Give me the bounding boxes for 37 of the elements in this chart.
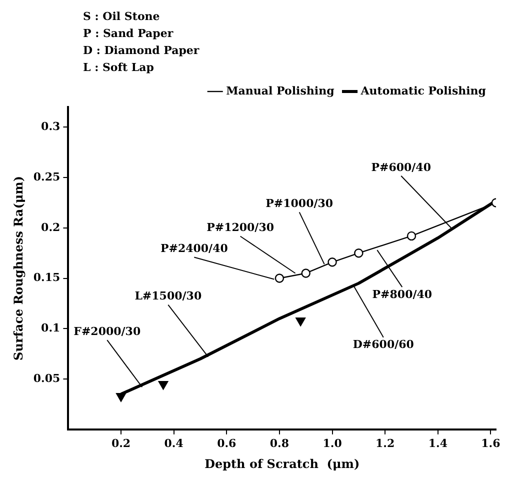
- y-tick-label: 0.1: [41, 322, 60, 335]
- point: [274, 274, 284, 283]
- x-tick-label: 1.4: [428, 436, 448, 450]
- x-tick-label: 1.0: [322, 436, 342, 450]
- y-tick-label: 0.3: [41, 120, 60, 134]
- x-tick-label: 0.4: [164, 436, 184, 450]
- text: D : Diamond Paper: [83, 43, 200, 59]
- y-tick-label: 0.05: [33, 372, 60, 385]
- point: [301, 268, 310, 278]
- annotation: P#1200/30: [206, 221, 274, 234]
- text: P : Sand Paper: [83, 26, 174, 42]
- text: S : Oil Stone: [83, 9, 161, 25]
- legend-label: Automatic Polishing: [360, 84, 486, 98]
- point: [158, 380, 168, 390]
- legend-label: Manual Polishing: [226, 84, 335, 98]
- annotation: F#2000/30: [74, 324, 141, 338]
- point: [354, 248, 364, 258]
- x-tick-label: 0.6: [217, 436, 237, 450]
- annotation: P#600/40: [371, 160, 432, 174]
- point: [328, 258, 337, 267]
- y-axis-title: Surface Roughness Ra(μm): [11, 176, 26, 360]
- point: [406, 231, 416, 241]
- x-axis-title: Depth of Scratch (μm): [204, 456, 360, 471]
- point: [296, 317, 306, 326]
- x-tick-label: 1.2: [376, 436, 395, 450]
- annotation: P#2400/40: [160, 242, 228, 256]
- x-tick-label: 0.8: [270, 436, 290, 450]
- annotation: P#1000/30: [266, 197, 334, 210]
- text: L : Soft Lap: [83, 60, 155, 76]
- y-tick-label: 0.25: [33, 170, 60, 184]
- annotation: P#800/40: [372, 288, 432, 301]
- annotation: D#600/60: [352, 338, 414, 352]
- y-tick-label: 0.15: [33, 271, 60, 284]
- y-tick-label: 0.2: [41, 220, 60, 234]
- x-tick-label: 1.6: [481, 436, 501, 450]
- x-tick-label: 0.2: [111, 436, 131, 450]
- annotation: L#1500/30: [134, 290, 202, 303]
